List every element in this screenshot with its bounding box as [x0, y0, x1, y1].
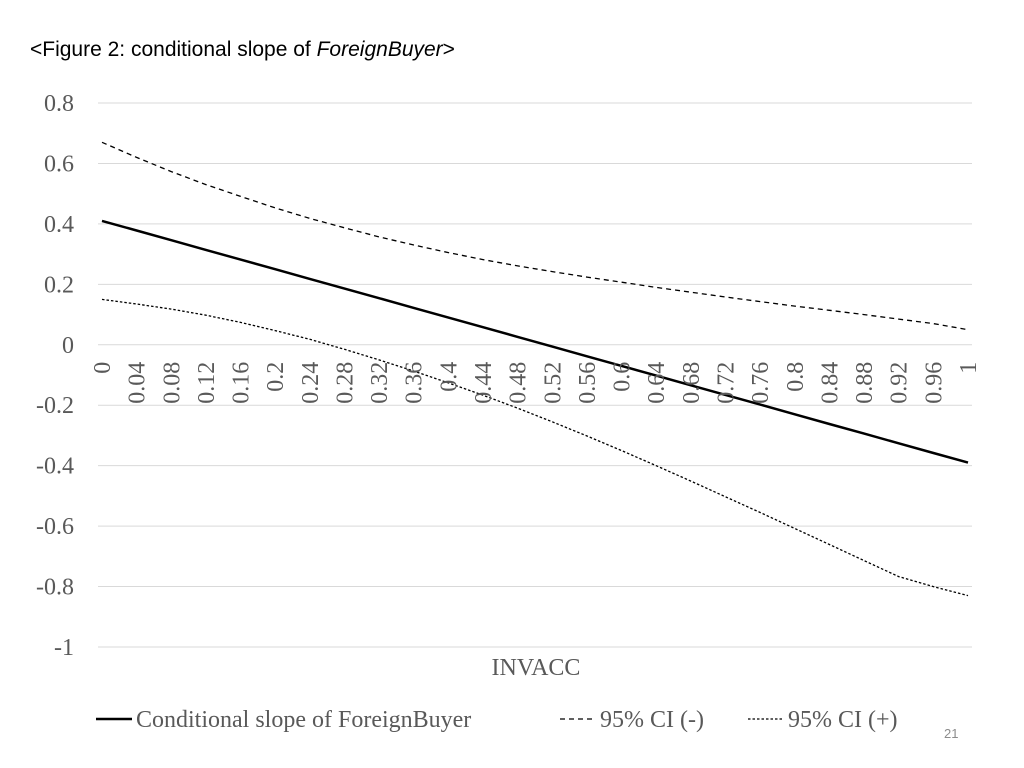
x-tick-label: 0.88: [852, 362, 878, 404]
title-prefix: <Figure 2: conditional slope of: [30, 38, 317, 61]
x-tick-label: 0.2: [263, 362, 289, 392]
y-tick-label: -1: [54, 635, 74, 661]
y-tick-label: -0.4: [36, 454, 74, 480]
x-tick-label: 0.48: [506, 362, 532, 404]
x-tick-label: 1: [956, 362, 982, 374]
series-line-dotted: [101, 298, 969, 597]
x-tick-label: 0.12: [194, 362, 220, 404]
y-tick-label: 0.8: [44, 91, 74, 117]
y-tick-label: -0.8: [36, 575, 74, 601]
x-tick-label: 0.72: [714, 362, 740, 404]
x-axis-tick-labels: 0 0.04 0.08 0.12 0.16 0.2 0.24 0.28 0.32 0.36 0.4 0…: [90, 362, 982, 404]
y-axis-tick-labels: 0.8 0.6 0.4 0.2 0 -0.2 -0.4 -0.6 -0.8 -1: [36, 91, 74, 661]
x-tick-label: 0: [90, 362, 116, 374]
x-tick-label: 0.56: [575, 362, 601, 404]
legend-label: 95% CI (+): [788, 707, 898, 733]
x-tick-label: 0.52: [540, 362, 566, 404]
x-tick-label: 0.76: [748, 362, 774, 404]
legend: Conditional slope of ForeignBuyer 95% CI …: [96, 707, 898, 733]
x-tick-label: 0.24: [298, 362, 324, 404]
x-tick-label: 0.32: [367, 362, 393, 404]
y-tick-label: -0.2: [36, 393, 74, 419]
x-tick-label: 0.4: [436, 362, 462, 392]
page-number: 21: [944, 726, 959, 741]
y-tick-label: 0.2: [44, 272, 74, 298]
title-suffix: >: [442, 38, 455, 61]
title-emphasis: ForeignBuyer: [316, 38, 443, 61]
y-tick-label: -0.6: [36, 514, 74, 540]
x-tick-label: 0.44: [471, 362, 497, 404]
x-tick-label: 0.84: [817, 362, 843, 404]
x-tick-label: 0.28: [332, 362, 358, 404]
y-tick-label: 0: [62, 333, 74, 359]
x-tick-label: 0.96: [921, 362, 947, 404]
slide-title: <Figure 2: conditional slope of ForeignB…: [30, 38, 455, 62]
x-tick-label: 0.64: [644, 362, 670, 404]
legend-label: 95% CI (-): [600, 707, 704, 733]
series-line-dashed: [101, 141, 969, 331]
x-tick-label: 0.8: [783, 362, 809, 392]
x-tick-label: 0.36: [402, 362, 428, 404]
x-tick-label: 0.68: [679, 362, 705, 404]
x-tick-label: 0.92: [887, 362, 913, 404]
y-tick-label: 0.6: [44, 151, 74, 177]
y-tick-label: 0.4: [44, 212, 74, 238]
x-axis-label: INVACC: [492, 655, 581, 681]
x-tick-label: 0.08: [159, 362, 185, 404]
gridlines: [98, 102, 972, 648]
legend-label: Conditional slope of ForeignBuyer: [136, 707, 471, 733]
x-tick-label: 0.04: [125, 362, 151, 404]
series-line-solid: [101, 219, 969, 464]
x-tick-label: 0.6: [610, 362, 636, 392]
series-lines: [101, 141, 969, 597]
x-tick-label: 0.16: [229, 362, 255, 404]
